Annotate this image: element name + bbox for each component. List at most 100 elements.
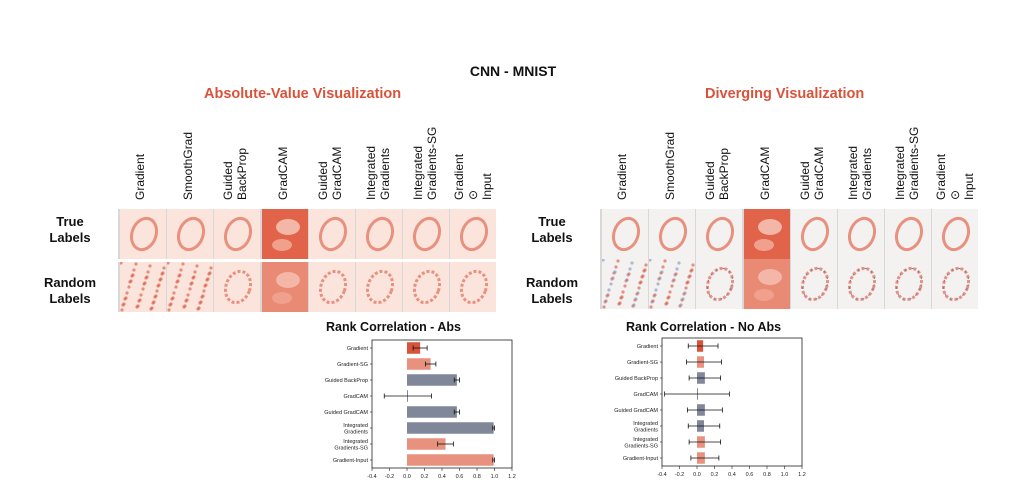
div-column-label: Gradients-SG bbox=[907, 126, 921, 200]
div-column-label: Integrated bbox=[893, 145, 907, 200]
abs-column-label: Gradient bbox=[451, 153, 466, 200]
saliency-map-tile bbox=[885, 259, 932, 309]
saliency-map-tile bbox=[120, 209, 166, 259]
noabs-rank-correlation-chart: Gradient Gradient-SG Guided BackProp GradCA… bbox=[614, 337, 806, 478]
saliency-map-tile bbox=[885, 209, 932, 259]
abs-column-label: Gradients bbox=[377, 147, 392, 200]
abs-category-label: Guided BackProp bbox=[325, 378, 368, 384]
abs-column-label: Integrated bbox=[363, 145, 378, 200]
abs-category-label: Gradient-SG bbox=[337, 362, 368, 368]
abs-row-label-true: True Labels bbox=[30, 214, 110, 246]
saliency-map-tile bbox=[214, 262, 261, 312]
row-label-line: Labels bbox=[531, 291, 573, 306]
abs-column-label: GradCAM bbox=[275, 146, 290, 200]
abs-column-label: Input bbox=[479, 173, 494, 200]
saliency-map-tile bbox=[167, 209, 214, 259]
noabs-x-tick-label: -0.2 bbox=[675, 472, 684, 478]
div-column-label: Gradient bbox=[933, 153, 948, 200]
abs-bar bbox=[407, 358, 431, 370]
noabs-category-label: GradCAM bbox=[634, 392, 659, 398]
noabs-x-tick-label: 0.0 bbox=[693, 472, 701, 478]
noabs-x-tick-label: 0.8 bbox=[763, 472, 771, 478]
noabs-x-tick-label: 1.0 bbox=[781, 472, 789, 478]
abs-random-labels-strip bbox=[118, 262, 497, 312]
row-label-line: Labels bbox=[49, 291, 91, 306]
div-column-label: Input bbox=[961, 173, 976, 200]
abs-x-tick-label: 1.0 bbox=[491, 474, 499, 480]
saliency-map-tile bbox=[790, 209, 837, 259]
abs-bar bbox=[407, 406, 457, 418]
div-column-label: Integrated bbox=[845, 145, 860, 200]
noabs-category-label: Gradient bbox=[637, 344, 659, 350]
saliency-map-tile bbox=[649, 209, 696, 259]
saliency-map-tile bbox=[932, 259, 979, 309]
div-row-label-true: True Labels bbox=[512, 214, 592, 246]
abs-category-label: Integrated bbox=[343, 423, 368, 429]
abs-column-label: Integrated bbox=[411, 145, 425, 200]
abs-category-label: Gradient-Input bbox=[333, 458, 369, 464]
div-row-label-random: Random Labels bbox=[512, 275, 592, 307]
saliency-map-tile bbox=[838, 259, 884, 309]
saliency-map-tile bbox=[838, 209, 884, 259]
abs-column-label: Gradients-SG bbox=[425, 126, 439, 200]
abs-column-label: BackProp bbox=[235, 147, 249, 200]
div-column-label: Gradient bbox=[615, 153, 629, 200]
div-true-labels-strip bbox=[600, 209, 979, 259]
noabs-category-label: Integrated bbox=[633, 421, 658, 427]
abs-section-title: Absolute-Value Visualization bbox=[204, 86, 402, 102]
div-column-label: ⊙ bbox=[947, 189, 962, 200]
div-random-labels-strip bbox=[600, 259, 979, 309]
row-label-line: Random bbox=[44, 275, 96, 290]
noabs-category-label: Gradient-Input bbox=[623, 456, 659, 462]
abs-column-label: Gradient bbox=[133, 153, 147, 200]
noabs-chart-title: Rank Correlation - No Abs bbox=[626, 320, 782, 334]
abs-x-tick-label: 0.6 bbox=[456, 474, 464, 480]
saliency-map-tile bbox=[696, 209, 743, 259]
abs-true-labels-strip bbox=[118, 209, 497, 259]
div-column-label: GradCAM bbox=[757, 146, 772, 200]
abs-category-label: GradCAM bbox=[344, 394, 369, 400]
abs-category-label: Guided GradCAM bbox=[324, 410, 368, 416]
noabs-x-tick-label: -0.4 bbox=[657, 472, 666, 478]
abs-row-label-random: Random Labels bbox=[30, 275, 110, 307]
saliency-map-tile bbox=[649, 259, 696, 309]
abs-column-label: SmoothGrad bbox=[180, 131, 195, 200]
div-column-label: Gradients bbox=[859, 147, 874, 200]
saliency-map-tile bbox=[790, 259, 837, 309]
noabs-plot-frame bbox=[661, 337, 803, 467]
saliency-map-tile bbox=[602, 209, 648, 259]
noabs-x-tick-label: 0.6 bbox=[746, 472, 754, 478]
abs-chart-title: Rank Correlation - Abs bbox=[326, 320, 461, 334]
abs-bar bbox=[407, 438, 446, 450]
noabs-category-label: Gradients bbox=[634, 427, 658, 433]
saliency-map-tile bbox=[450, 209, 497, 259]
abs-column-label: GradCAM bbox=[330, 146, 344, 200]
row-label-line: True bbox=[56, 214, 84, 229]
saliency-map-tile bbox=[696, 259, 743, 309]
saliency-map-tile bbox=[214, 209, 261, 259]
div-column-label: SmoothGrad bbox=[662, 131, 677, 200]
abs-bar bbox=[407, 422, 494, 434]
abs-category-label: Integrated bbox=[343, 439, 368, 445]
noabs-x-tick-label: 0.4 bbox=[728, 472, 736, 478]
saliency-map-tile bbox=[602, 259, 648, 309]
row-label-line: Random bbox=[526, 275, 578, 290]
abs-x-tick-label: 0.0 bbox=[403, 474, 411, 480]
div-column-label: GradCAM bbox=[812, 146, 826, 200]
div-section-title: Diverging Visualization bbox=[705, 86, 865, 102]
noabs-category-label: Integrated bbox=[633, 437, 658, 443]
abs-bar bbox=[407, 454, 494, 466]
saliency-map-tile bbox=[403, 262, 450, 312]
saliency-map-tile bbox=[743, 259, 790, 309]
noabs-category-label: Gradients-SG bbox=[624, 443, 658, 449]
div-column-label: Guided bbox=[798, 161, 812, 200]
saliency-map-tile bbox=[356, 262, 402, 312]
noabs-category-label: Guided GradCAM bbox=[614, 408, 658, 414]
figure-title: CNN - MNIST bbox=[469, 63, 557, 79]
abs-category-label: Gradients bbox=[344, 429, 368, 435]
abs-x-tick-label: 0.2 bbox=[421, 474, 429, 480]
abs-column-label: ⊙ bbox=[465, 189, 480, 200]
saliency-map-tile bbox=[743, 209, 790, 259]
abs-x-tick-label: 0.8 bbox=[473, 474, 481, 480]
saliency-map-tile bbox=[356, 209, 402, 259]
